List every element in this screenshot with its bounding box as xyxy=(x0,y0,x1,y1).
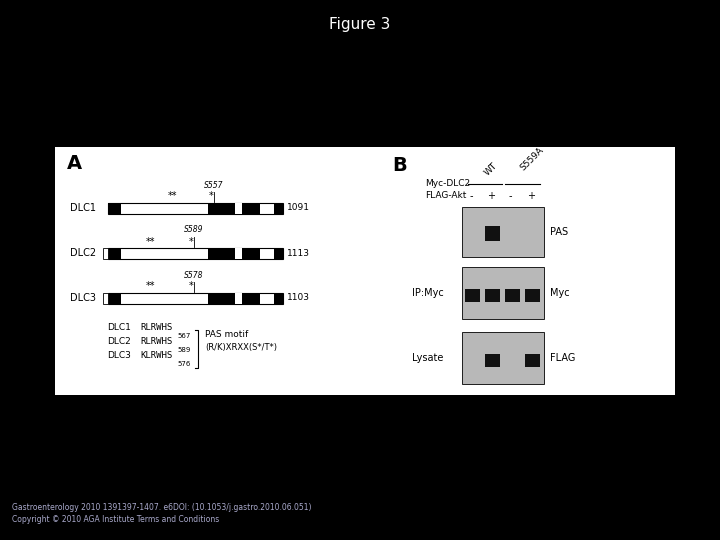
Text: DLC2: DLC2 xyxy=(70,248,96,258)
Text: 1103: 1103 xyxy=(287,294,310,302)
Bar xyxy=(108,293,283,303)
Bar xyxy=(208,202,260,213)
Text: (R/K)XRXX(S*/T*): (R/K)XRXX(S*/T*) xyxy=(205,343,277,352)
Bar xyxy=(274,202,283,213)
Text: 567: 567 xyxy=(177,333,190,339)
Text: Gastroenterology 2010 1391397-1407. e6DOI: (10.1053/j.gastro.2010.06.051): Gastroenterology 2010 1391397-1407. e6DO… xyxy=(12,503,312,512)
Text: S559A: S559A xyxy=(518,145,545,172)
Bar xyxy=(235,247,242,259)
Text: PAS motif: PAS motif xyxy=(205,330,248,339)
Bar xyxy=(462,332,544,384)
Bar xyxy=(108,202,283,213)
Text: KLRWHS: KLRWHS xyxy=(140,351,172,360)
Bar xyxy=(235,293,242,303)
Bar xyxy=(462,207,544,257)
Text: 589: 589 xyxy=(177,347,190,353)
Text: -: - xyxy=(469,191,473,201)
Bar xyxy=(505,289,520,302)
Text: DLC1: DLC1 xyxy=(107,323,131,332)
Text: -: - xyxy=(508,191,512,201)
Text: *: * xyxy=(209,192,213,201)
Bar xyxy=(485,354,500,367)
Text: Myc: Myc xyxy=(550,288,570,298)
Bar xyxy=(462,267,544,319)
Text: DLC2: DLC2 xyxy=(107,337,131,346)
Bar xyxy=(485,226,500,241)
Bar xyxy=(108,293,121,303)
Bar xyxy=(235,202,242,213)
Text: *: * xyxy=(189,237,194,246)
Text: 576: 576 xyxy=(177,361,190,367)
Text: IP:Myc: IP:Myc xyxy=(412,288,444,298)
Text: RLRWHS: RLRWHS xyxy=(140,337,172,346)
Text: S589: S589 xyxy=(184,226,204,234)
Text: *: * xyxy=(189,281,194,292)
Bar xyxy=(103,247,108,259)
Text: **: ** xyxy=(168,192,178,201)
Bar xyxy=(274,247,283,259)
Text: DLC1: DLC1 xyxy=(70,203,96,213)
Bar xyxy=(103,293,108,303)
Text: A: A xyxy=(67,154,82,173)
Text: +: + xyxy=(527,191,535,201)
Text: DLC3: DLC3 xyxy=(107,351,131,360)
Bar xyxy=(108,247,283,259)
Text: WT: WT xyxy=(483,160,500,177)
Text: **: ** xyxy=(145,281,155,292)
Bar xyxy=(525,354,540,367)
Text: Copyright © 2010 AGA Institute Terms and Conditions: Copyright © 2010 AGA Institute Terms and… xyxy=(12,515,220,524)
Text: **: ** xyxy=(145,237,155,246)
Bar xyxy=(525,289,540,302)
Text: Lysate: Lysate xyxy=(413,353,444,363)
Text: Figure 3: Figure 3 xyxy=(329,17,391,32)
Text: +: + xyxy=(487,191,495,201)
Text: DLC3: DLC3 xyxy=(70,293,96,303)
Text: B: B xyxy=(392,156,407,175)
Bar xyxy=(108,202,121,213)
Text: S557: S557 xyxy=(204,180,224,190)
Bar xyxy=(465,289,480,302)
Text: FLAG-Akt: FLAG-Akt xyxy=(425,192,467,200)
Text: Myc-DLC2: Myc-DLC2 xyxy=(425,179,470,188)
Text: S578: S578 xyxy=(184,271,204,280)
Bar xyxy=(208,293,260,303)
Text: RLRWHS: RLRWHS xyxy=(140,323,172,332)
Text: 1091: 1091 xyxy=(287,204,310,213)
Text: PAS: PAS xyxy=(550,227,568,237)
Text: FLAG: FLAG xyxy=(550,353,575,363)
Bar xyxy=(55,147,675,395)
Bar xyxy=(208,247,260,259)
Bar xyxy=(485,289,500,302)
Bar xyxy=(274,293,283,303)
Bar xyxy=(108,247,121,259)
Text: 1113: 1113 xyxy=(287,248,310,258)
